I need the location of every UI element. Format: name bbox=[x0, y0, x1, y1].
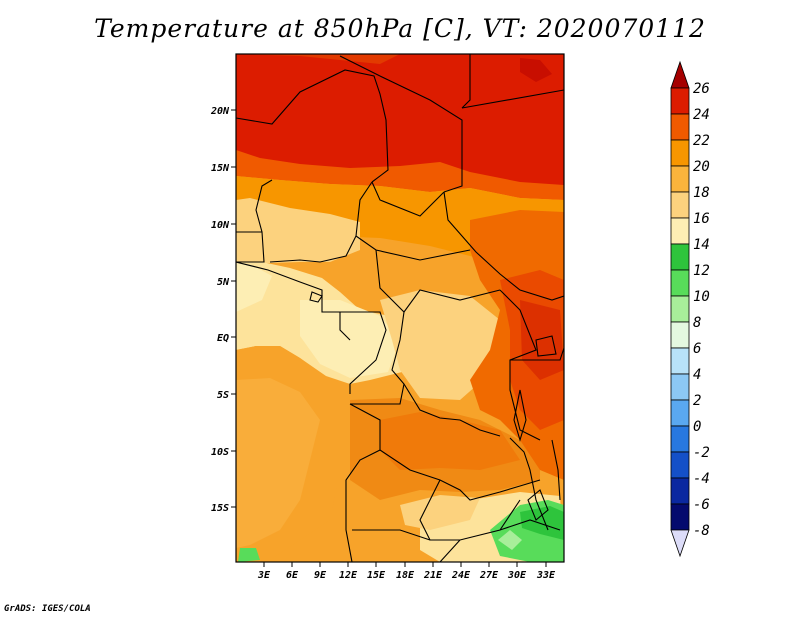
colorbar-segment bbox=[670, 503, 690, 531]
colorbar-tick-label: 22 bbox=[693, 133, 710, 149]
colorbar-tick-label: -4 bbox=[693, 471, 710, 487]
colorbar-tick-label: 26 bbox=[693, 81, 710, 97]
colorbar-tick-label: 14 bbox=[693, 237, 710, 253]
colorbar-segment bbox=[670, 451, 690, 479]
lat-label-10s: 10S bbox=[211, 447, 229, 458]
colorbar-tick-label: 4 bbox=[693, 367, 701, 383]
colorbar-tick-label: 12 bbox=[693, 263, 710, 279]
colorbar-tick-label: 20 bbox=[693, 159, 710, 175]
lon-label-9e: 9E bbox=[314, 570, 327, 581]
colorbar-segment bbox=[670, 321, 690, 349]
colorbar-segment bbox=[670, 269, 690, 297]
colorbar-tick-label: 2 bbox=[693, 393, 701, 409]
colorbar-segment bbox=[670, 60, 690, 89]
colorbar-segment bbox=[670, 399, 690, 427]
lon-label-12e: 12E bbox=[339, 570, 358, 581]
chart-title: Temperature at 850hPa [C], VT: 202007011… bbox=[94, 14, 706, 43]
lat-label-5s: 5S bbox=[217, 390, 229, 401]
lon-axis: 3E 6E 9E 12E 15E 18E 21E 24E 27E 30E 33E bbox=[257, 562, 556, 581]
colorbar-segment bbox=[670, 347, 690, 375]
colorbar-tick-label: 18 bbox=[693, 185, 710, 201]
lon-label-6e: 6E bbox=[286, 570, 299, 581]
colorbar-segment bbox=[670, 477, 690, 505]
colorbar-segment bbox=[670, 191, 690, 219]
colorbar-segment bbox=[670, 373, 690, 401]
colorbar-tick-label: 8 bbox=[693, 315, 701, 331]
colorbar-tick-label: 16 bbox=[693, 211, 710, 227]
lon-label-15e: 15E bbox=[367, 570, 386, 581]
lon-label-18e: 18E bbox=[396, 570, 415, 581]
colorbar-segment bbox=[670, 243, 690, 271]
lon-label-3e: 3E bbox=[257, 570, 271, 581]
colorbar-tick-label: -2 bbox=[693, 445, 710, 461]
lat-label-10n: 10N bbox=[211, 220, 230, 231]
map-frame bbox=[235, 53, 565, 563]
lat-label-5n: 5N bbox=[217, 277, 230, 288]
lon-label-24e: 24E bbox=[451, 570, 471, 581]
colorbar-tick-label: 6 bbox=[693, 341, 701, 357]
colorbar-segment bbox=[670, 295, 690, 323]
lat-label-15n: 15N bbox=[211, 163, 230, 174]
lon-label-33e: 33E bbox=[536, 570, 556, 581]
colorbar-tick-label: -8 bbox=[693, 523, 710, 539]
lat-label-eq: EQ bbox=[217, 333, 229, 344]
colorbar-segment bbox=[670, 425, 690, 453]
colorbar-tick-label: -6 bbox=[693, 497, 710, 513]
colorbar-segment bbox=[670, 529, 690, 558]
lon-label-27e: 27E bbox=[479, 570, 499, 581]
colorbar-tick-label: 10 bbox=[693, 289, 710, 305]
colorbar bbox=[670, 60, 690, 558]
colorbar-segment bbox=[670, 139, 690, 167]
colorbar-segment bbox=[670, 217, 690, 245]
lat-label-15s: 15S bbox=[211, 503, 229, 514]
lakes bbox=[309, 291, 557, 521]
colorbar-segment bbox=[670, 87, 690, 115]
colorbar-tick-label: 0 bbox=[693, 419, 701, 435]
lat-label-20n: 20N bbox=[210, 106, 230, 117]
lon-label-21e: 21E bbox=[423, 570, 443, 581]
lat-axis: 20N 15N 10N 5N EQ 5S 10S 15S bbox=[210, 106, 236, 514]
grads-credit: GrADS: IGES/COLA bbox=[4, 604, 91, 614]
colorbar-tick-label: 24 bbox=[693, 107, 710, 123]
country-borders bbox=[236, 54, 564, 562]
colorbar-segment bbox=[670, 165, 690, 193]
colorbar-segment bbox=[670, 113, 690, 141]
lon-label-30e: 30E bbox=[507, 570, 527, 581]
